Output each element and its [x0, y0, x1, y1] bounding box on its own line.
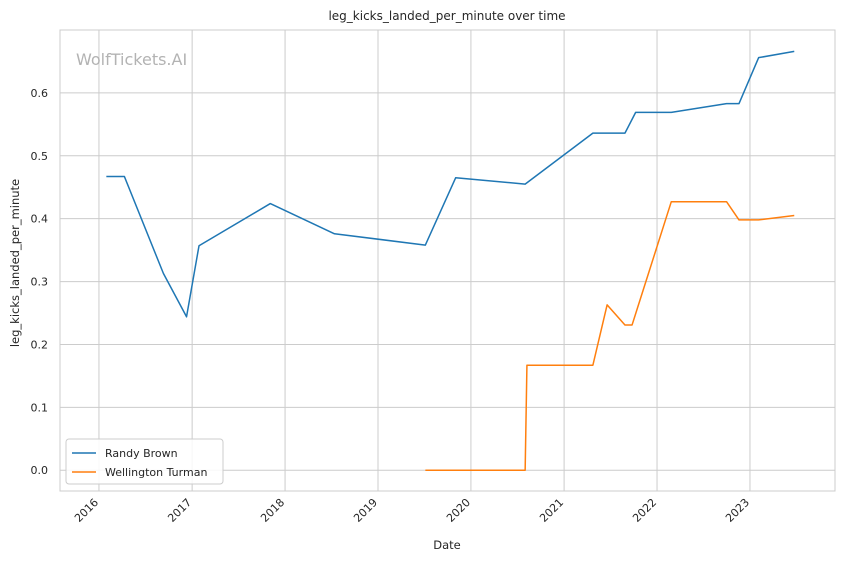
legend: Randy Brown Wellington Turman — [65, 438, 224, 485]
y-tick-label: 0.2 — [31, 338, 49, 351]
chart-title: leg_kicks_landed_per_minute over time — [328, 9, 565, 23]
x-tick-label: 2017 — [165, 496, 194, 525]
y-tick-label: 0.5 — [31, 150, 49, 163]
x-axis-label: Date — [433, 538, 461, 552]
x-tick-label: 2019 — [351, 496, 380, 525]
legend-label-randy-brown: Randy Brown — [105, 447, 178, 460]
legend-label-wellington-turman: Wellington Turman — [105, 466, 207, 479]
x-axis-ticks: 2016 2017 2018 2019 2020 2021 2022 2023 — [72, 496, 752, 525]
y-axis-ticks: 0.0 0.1 0.2 0.3 0.4 0.5 0.6 — [31, 87, 49, 477]
series-line-randy-brown — [106, 50, 795, 318]
watermark: WolfTickets.AI — [76, 50, 187, 69]
y-tick-label: 0.6 — [31, 87, 49, 100]
x-tick-label: 2021 — [537, 496, 566, 525]
x-tick-label: 2022 — [630, 496, 659, 525]
y-tick-label: 0.3 — [31, 276, 49, 289]
grid — [60, 30, 835, 491]
y-tick-label: 0.0 — [31, 464, 49, 477]
series-lines — [106, 50, 795, 471]
x-tick-label: 2023 — [723, 496, 752, 525]
legend-box — [65, 438, 224, 485]
x-tick-label: 2016 — [72, 496, 101, 525]
series-line-wellington-turman — [425, 200, 795, 471]
x-tick-label: 2020 — [444, 496, 473, 525]
x-tick-label: 2018 — [258, 496, 287, 525]
plot-area-border — [59, 29, 836, 492]
y-tick-label: 0.4 — [31, 213, 49, 226]
y-axis-label: leg_kicks_landed_per_minute — [8, 179, 22, 347]
y-tick-label: 0.1 — [31, 401, 49, 414]
